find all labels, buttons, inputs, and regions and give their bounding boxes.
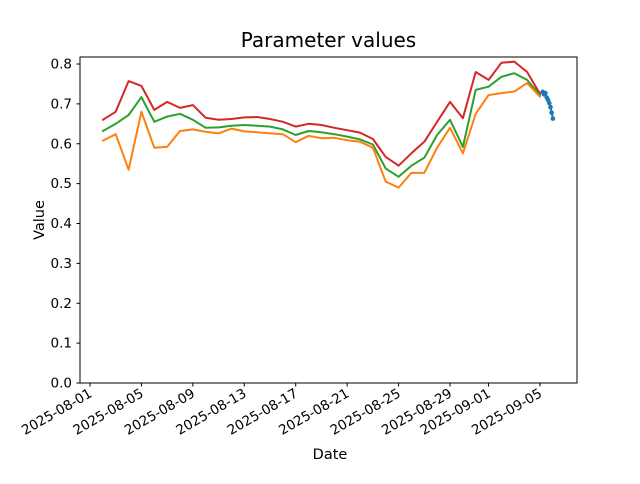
y-tick-label: 0.5 — [51, 176, 72, 192]
y-tick-label: 0.7 — [51, 96, 72, 112]
y-axis-label: Value — [32, 200, 48, 240]
series-blue-marker — [543, 90, 548, 96]
y-tick-label: 0.8 — [51, 57, 72, 73]
series-orange — [101, 82, 541, 189]
y-tick-label: 0.2 — [51, 296, 72, 312]
chart-title: Parameter values — [241, 28, 416, 52]
series-red — [101, 60, 541, 167]
x-axis-ticks: 2025-08-012025-08-052025-08-092025-08-13… — [19, 383, 545, 439]
series-blue-marker — [549, 110, 554, 115]
y-axis-ticks: 0.0 0.1 0.2 0.3 0.4 0.5 0.6 0.7 0.8 — [51, 57, 80, 392]
plot-border — [79, 56, 578, 384]
series-group — [101, 60, 556, 189]
x-axis-label: Date — [313, 447, 348, 463]
series-blue-marker — [550, 116, 556, 121]
y-tick-label: 0.3 — [51, 256, 72, 272]
y-tick-label: 0.6 — [51, 136, 72, 152]
series-green — [101, 72, 541, 178]
series-blue-marker — [547, 100, 552, 106]
y-tick-label: 0.4 — [51, 216, 72, 232]
y-tick-label: 0.1 — [51, 336, 72, 352]
y-tick-label: 0.0 — [51, 376, 72, 392]
series-blue-marker — [548, 104, 553, 110]
